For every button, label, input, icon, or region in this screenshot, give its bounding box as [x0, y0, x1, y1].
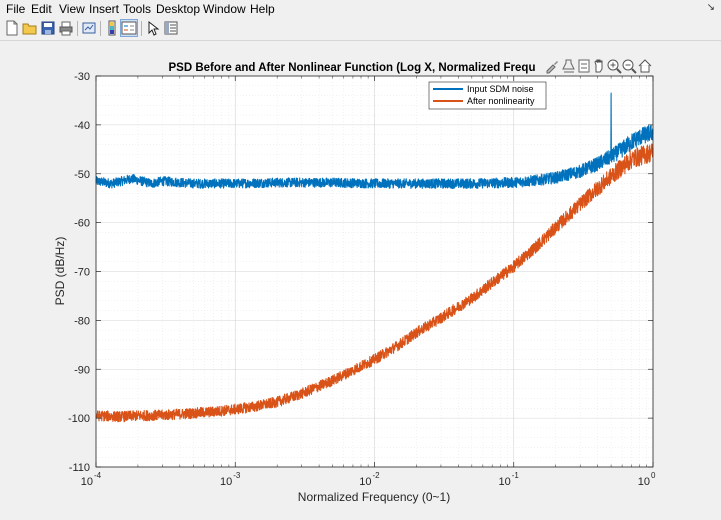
figure-toolbar [0, 18, 721, 41]
y-tick-label: -100 [68, 413, 90, 425]
y-tick-label: -90 [74, 364, 90, 376]
link-plot-icon[interactable] [81, 20, 97, 36]
chart-title: PSD Before and After Nonlinear Function … [169, 62, 536, 74]
menu-window[interactable]: Window [203, 2, 246, 16]
y-tick-label: -80 [74, 315, 90, 327]
series-after-nonlinearity-line[interactable] [95, 143, 654, 423]
zoom-in-icon[interactable] [606, 58, 622, 74]
menu-desktop[interactable]: Desktop [156, 2, 201, 16]
legend-label-after: After nonlinearity [467, 96, 535, 106]
x-tick-label: 100 [638, 471, 656, 488]
menu-tools[interactable]: Tools [123, 2, 152, 16]
x-tick-base: 10 [638, 476, 650, 488]
save-icon[interactable] [40, 20, 56, 36]
legend-label-input: Input SDM noise [467, 84, 534, 94]
pointer-icon[interactable] [145, 20, 161, 36]
y-tick-label: -50 [74, 169, 90, 181]
brush-icon[interactable] [544, 58, 560, 74]
menu-view[interactable]: View [59, 2, 85, 16]
x-tick-base: 10 [81, 476, 93, 488]
legend-icon[interactable] [120, 19, 138, 37]
series-layer [95, 92, 654, 423]
x-tick-label: 10-2 [359, 471, 380, 488]
menu-edit[interactable]: Edit [31, 2, 52, 16]
y-tick-labels: -30 -40 -50 -60 -70 -80 -90 -100 -110 [68, 71, 90, 474]
dock-arrow-icon[interactable]: ↘ [706, 2, 715, 13]
property-inspector-icon[interactable] [163, 20, 179, 36]
menu-insert[interactable]: Insert [89, 2, 120, 16]
x-tick-base: 10 [220, 476, 232, 488]
y-axis-label: PSD (dB/Hz) [53, 237, 67, 306]
open-file-icon[interactable] [22, 20, 38, 36]
legend[interactable]: Input SDM noise After nonlinearity [428, 81, 547, 110]
x-tick-exp: -4 [94, 471, 102, 480]
print-icon[interactable] [58, 20, 74, 36]
home-icon[interactable] [637, 58, 653, 74]
pan-icon[interactable] [591, 58, 607, 74]
x-tick-label: 10-1 [499, 471, 520, 488]
x-tick-label: 10-3 [220, 471, 241, 488]
export-icon[interactable] [576, 58, 592, 74]
tick-marks [95, 75, 654, 468]
menu-file[interactable]: File [6, 2, 26, 16]
y-tick-label: -30 [74, 71, 90, 83]
x-axis-label: Normalized Frequency (0~1) [298, 490, 450, 504]
x-tick-base: 10 [359, 476, 371, 488]
colorbar-icon[interactable] [104, 20, 120, 36]
x-tick-base: 10 [499, 476, 511, 488]
y-tick-label: -110 [69, 462, 90, 474]
y-tick-label: -70 [74, 267, 90, 279]
data-tips-icon[interactable] [561, 58, 577, 74]
zoom-out-icon[interactable] [621, 58, 637, 74]
x-tick-exp: -2 [373, 471, 381, 480]
x-tick-exp: -3 [233, 471, 241, 480]
legend-box [428, 81, 547, 110]
menu-help[interactable]: Help [250, 2, 275, 16]
new-figure-icon[interactable] [4, 20, 20, 36]
x-tick-label: 10-4 [81, 471, 102, 488]
series-input-sdm-noise-line[interactable] [95, 92, 654, 189]
x-tick-exp: 0 [651, 471, 656, 480]
y-tick-label: -40 [74, 120, 90, 132]
menu-bar: File Edit View Insert Tools Desktop Wind… [0, 0, 721, 18]
x-tick-exp: -1 [512, 471, 520, 480]
y-tick-label: -60 [74, 218, 90, 230]
